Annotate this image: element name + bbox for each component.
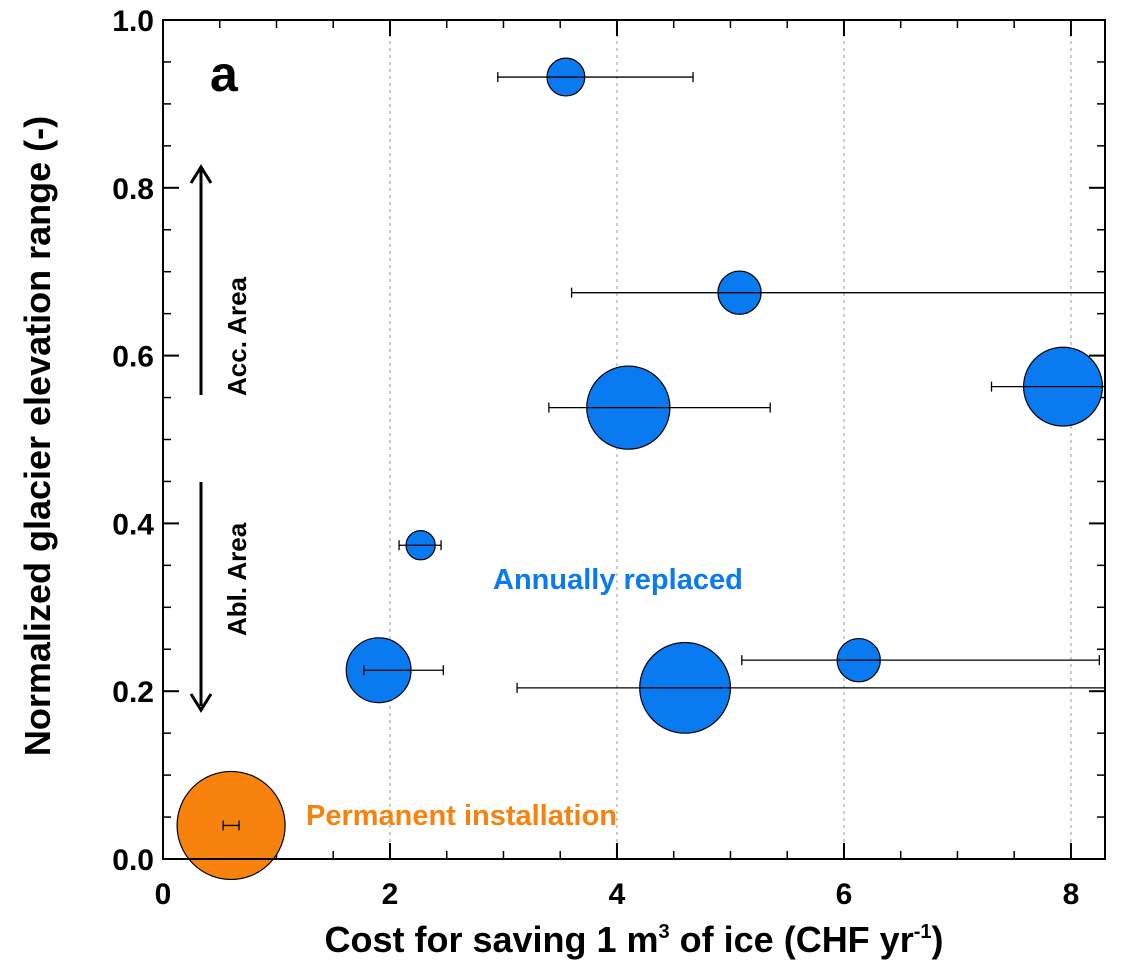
y-axis-title: Normalized glacier elevation range (-) xyxy=(17,116,58,756)
error-bar xyxy=(570,287,1105,298)
x-tick-labels: 0 2 4 6 8 xyxy=(155,878,1080,911)
x-tick-label: 4 xyxy=(609,878,626,911)
error-bar xyxy=(516,682,1105,693)
abl-area-label: Abl. Area xyxy=(222,522,252,636)
x-tick-label: 0 xyxy=(155,878,172,911)
x-tick-label: 2 xyxy=(382,878,399,911)
error-bar xyxy=(741,655,1100,666)
error-bar xyxy=(497,72,694,83)
error-bar xyxy=(548,402,771,413)
error-bar xyxy=(990,381,1105,392)
y-tick-label: 1.0 xyxy=(112,5,154,38)
error-bar xyxy=(363,665,444,676)
annually-replaced-label: Annually replaced xyxy=(493,564,743,596)
y-tick-label: 0.6 xyxy=(112,341,154,374)
permanent-installation-label: Permanent installation xyxy=(306,800,617,832)
acc-area-label: Acc. Area xyxy=(222,276,252,396)
error-bar xyxy=(222,820,240,831)
y-tick-labels: 0.0 0.2 0.4 0.6 0.8 1.0 xyxy=(112,5,154,877)
y-tick-label: 0.2 xyxy=(112,676,154,709)
error-bar xyxy=(398,540,442,551)
abl-area-arrow xyxy=(189,482,213,713)
x-axis-title: Cost for saving 1 m3 of ice (CHF yr-1) xyxy=(324,919,943,960)
panel-letter: a xyxy=(210,46,239,102)
y-tick-label: 0.0 xyxy=(112,844,154,877)
x-tick-label: 6 xyxy=(836,878,853,911)
y-tick-label: 0.8 xyxy=(112,173,154,206)
x-tick-label: 8 xyxy=(1063,878,1080,911)
grid-lines xyxy=(389,20,1072,859)
plot-frame xyxy=(162,19,1106,860)
acc-area-arrow xyxy=(189,164,213,395)
data-points xyxy=(176,57,1105,881)
y-tick-label: 0.4 xyxy=(112,508,154,541)
